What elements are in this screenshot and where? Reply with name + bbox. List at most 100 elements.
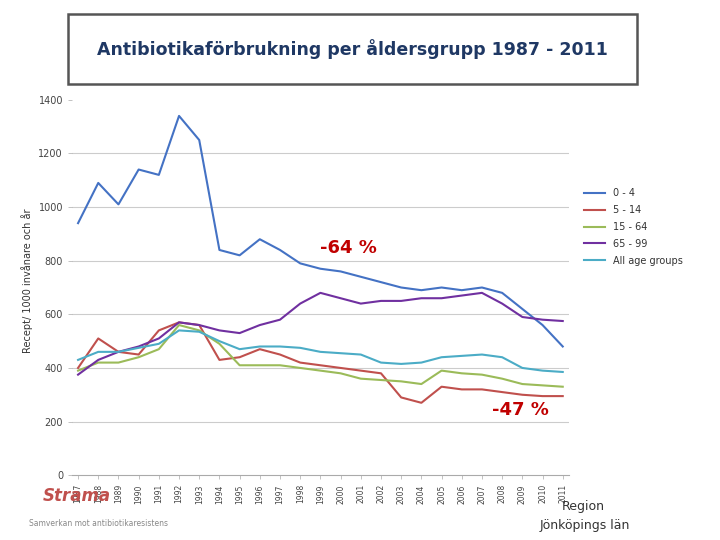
65 - 99	[256, 322, 264, 328]
5 - 14	[296, 359, 305, 366]
65 - 99	[559, 318, 567, 324]
5 - 14	[155, 327, 163, 334]
65 - 99	[397, 298, 405, 304]
0 - 4	[235, 252, 244, 259]
65 - 99	[356, 300, 365, 307]
5 - 14	[539, 393, 547, 400]
0 - 4	[94, 180, 102, 186]
65 - 99	[477, 289, 486, 296]
5 - 14	[94, 335, 102, 342]
0 - 4	[457, 287, 466, 293]
All age groups	[437, 354, 446, 361]
65 - 99	[498, 300, 506, 307]
All age groups	[518, 364, 526, 371]
All age groups	[477, 352, 486, 358]
All age groups	[457, 353, 466, 359]
Text: Antibiotikaförbrukning per åldersgrupp 1987 - 2011: Antibiotikaförbrukning per åldersgrupp 1…	[97, 38, 608, 59]
15 - 64	[397, 378, 405, 384]
65 - 99	[94, 356, 102, 363]
All age groups	[195, 328, 204, 335]
Line: 15 - 64: 15 - 64	[78, 325, 563, 387]
All age groups	[377, 359, 385, 366]
0 - 4	[397, 284, 405, 291]
All age groups	[296, 345, 305, 351]
15 - 64	[559, 383, 567, 390]
All age groups	[175, 327, 184, 334]
All age groups	[559, 369, 567, 375]
65 - 99	[457, 292, 466, 299]
65 - 99	[195, 322, 204, 328]
All age groups	[114, 349, 123, 355]
All age groups	[498, 354, 506, 361]
15 - 64	[356, 375, 365, 382]
All age groups	[235, 346, 244, 353]
15 - 64	[477, 372, 486, 378]
65 - 99	[175, 319, 184, 326]
All age groups	[73, 356, 82, 363]
0 - 4	[498, 289, 506, 296]
5 - 14	[114, 349, 123, 355]
65 - 99	[114, 349, 123, 355]
All age groups	[215, 338, 224, 345]
All age groups	[336, 350, 345, 356]
65 - 99	[437, 295, 446, 301]
All age groups	[155, 341, 163, 347]
65 - 99	[377, 298, 385, 304]
15 - 64	[437, 367, 446, 374]
5 - 14	[477, 386, 486, 393]
Line: All age groups: All age groups	[78, 330, 563, 372]
0 - 4	[477, 284, 486, 291]
0 - 4	[316, 266, 325, 272]
All age groups	[256, 343, 264, 350]
15 - 64	[256, 362, 264, 368]
15 - 64	[518, 381, 526, 387]
5 - 14	[316, 362, 325, 368]
All age groups	[135, 345, 143, 351]
All age groups	[397, 361, 405, 367]
5 - 14	[195, 322, 204, 328]
65 - 99	[518, 314, 526, 320]
5 - 14	[175, 319, 184, 326]
Text: -47 %: -47 %	[492, 401, 549, 419]
Legend: 0 - 4, 5 - 14, 15 - 64, 65 - 99, All age groups: 0 - 4, 5 - 14, 15 - 64, 65 - 99, All age…	[584, 188, 683, 266]
15 - 64	[215, 341, 224, 347]
65 - 99	[336, 295, 345, 301]
65 - 99	[155, 335, 163, 342]
All age groups	[356, 352, 365, 358]
Line: 0 - 4: 0 - 4	[78, 116, 563, 347]
0 - 4	[356, 274, 365, 280]
15 - 64	[114, 359, 123, 366]
65 - 99	[135, 343, 143, 350]
0 - 4	[559, 343, 567, 350]
0 - 4	[195, 137, 204, 143]
15 - 64	[539, 382, 547, 389]
5 - 14	[457, 386, 466, 393]
Text: Jönköpings län: Jönköpings län	[540, 519, 631, 532]
0 - 4	[377, 279, 385, 285]
0 - 4	[276, 247, 284, 253]
5 - 14	[397, 394, 405, 401]
5 - 14	[336, 364, 345, 371]
5 - 14	[276, 352, 284, 358]
5 - 14	[498, 389, 506, 395]
Text: Strama: Strama	[43, 487, 112, 505]
15 - 64	[457, 370, 466, 376]
15 - 64	[377, 377, 385, 383]
5 - 14	[559, 393, 567, 400]
65 - 99	[316, 289, 325, 296]
65 - 99	[276, 316, 284, 323]
15 - 64	[73, 367, 82, 374]
All age groups	[417, 359, 426, 366]
15 - 64	[417, 381, 426, 387]
0 - 4	[256, 236, 264, 242]
0 - 4	[114, 201, 123, 207]
15 - 64	[235, 362, 244, 368]
15 - 64	[94, 359, 102, 366]
65 - 99	[235, 330, 244, 336]
0 - 4	[215, 247, 224, 253]
Y-axis label: Recept/ 1000 invånare och år: Recept/ 1000 invånare och år	[21, 208, 33, 353]
5 - 14	[377, 370, 385, 376]
65 - 99	[296, 300, 305, 307]
5 - 14	[135, 352, 143, 358]
0 - 4	[437, 284, 446, 291]
